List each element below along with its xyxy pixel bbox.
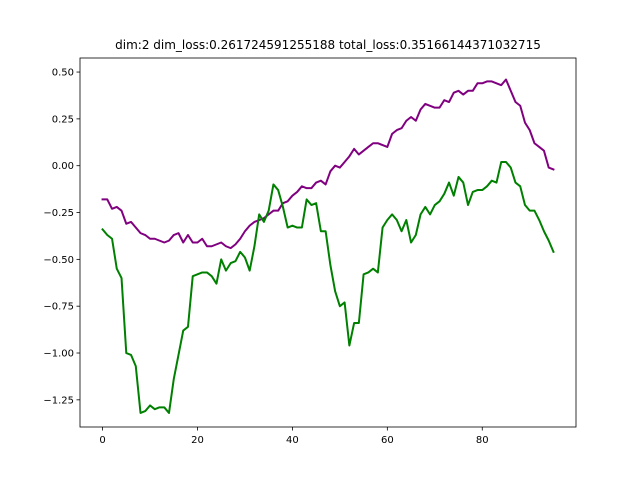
x-tick-label: 0 bbox=[99, 435, 105, 446]
y-tick-label: −0.25 bbox=[43, 208, 74, 219]
y-tick-label: −0.75 bbox=[43, 302, 74, 313]
x-tick-label: 60 bbox=[381, 435, 394, 446]
x-tick-label: 20 bbox=[191, 435, 204, 446]
series-group bbox=[101, 78, 555, 414]
y-tick-label: 0.50 bbox=[52, 68, 74, 79]
y-axis: 0.50 0.25 0.00 −0.25 −0.50 −0.75 −1.00 −1.25 bbox=[43, 68, 80, 406]
x-tick-label: 80 bbox=[476, 435, 489, 446]
axes-frame bbox=[79, 57, 577, 428]
x-axis: 0 20 40 60 80 bbox=[99, 427, 489, 446]
chart-title: dim:2 dim_loss:0.261724591255188 total_l… bbox=[115, 38, 541, 52]
y-tick-label: −1.00 bbox=[43, 349, 74, 360]
y-tick-label: 0.00 bbox=[52, 161, 74, 172]
x-tick-label: 40 bbox=[286, 435, 299, 446]
series-line-2 bbox=[101, 160, 555, 414]
y-tick-label: −0.50 bbox=[43, 255, 74, 266]
series-line-1 bbox=[101, 78, 555, 250]
y-tick-label: −1.25 bbox=[43, 395, 74, 406]
y-tick-label: 0.25 bbox=[52, 114, 74, 125]
